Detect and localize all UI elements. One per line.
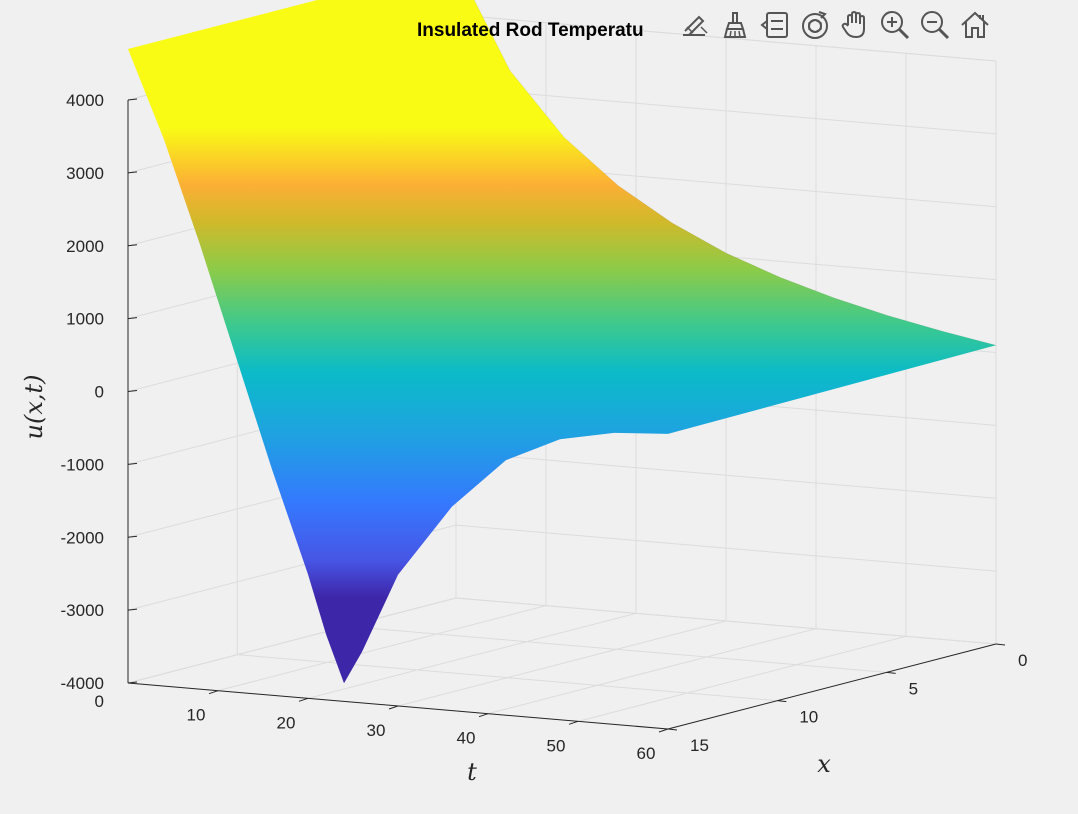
grid-line xyxy=(217,605,547,692)
grid-line xyxy=(487,628,817,715)
t-tick-label: 0 xyxy=(95,692,104,711)
z-tick-mark xyxy=(127,608,138,611)
grid-line xyxy=(455,597,997,645)
t-tick-mark xyxy=(388,705,399,710)
z-tick-label: -1000 xyxy=(61,455,104,474)
t-tick-label: 40 xyxy=(457,729,476,748)
z-tick-label: 4000 xyxy=(66,91,104,110)
x-tick-label: 10 xyxy=(799,708,818,727)
t-tick-label: 10 xyxy=(187,706,206,725)
t-tick-label: 20 xyxy=(277,713,296,732)
z-tick-mark xyxy=(127,681,138,684)
home-icon[interactable] xyxy=(956,7,994,43)
z-tick-label: 1000 xyxy=(66,310,104,329)
t-tick-mark xyxy=(658,728,669,733)
z-tick-label: -3000 xyxy=(61,601,104,620)
z-tick-label: 2000 xyxy=(66,237,104,256)
z-tick-label: -4000 xyxy=(61,674,104,693)
x-tick-label: 5 xyxy=(909,679,918,698)
x-tick-mark xyxy=(995,643,1006,646)
x-axis-ticks: 0 5 10 15 xyxy=(667,643,1027,755)
z-tick-mark xyxy=(127,171,138,174)
x-tick-mark xyxy=(886,671,896,674)
surface-patch xyxy=(128,0,996,684)
z-tick-mark xyxy=(127,244,138,247)
edit-axes-icon[interactable] xyxy=(676,7,714,43)
z-tick-label: 0 xyxy=(95,383,104,402)
grid-line xyxy=(237,654,778,702)
z-tick-mark xyxy=(127,317,138,320)
t-tick-label: 60 xyxy=(637,744,656,763)
z-tick-mark xyxy=(127,535,138,538)
chart-title: Insulated Rod Temperatu xyxy=(417,20,644,41)
grid-line xyxy=(577,635,907,722)
x-tick-label: 0 xyxy=(1018,651,1027,670)
z-axis-ticks: -4000 -3000 -2000 -1000 0 1000 2000 3000 4000 xyxy=(61,91,138,693)
t-tick-mark xyxy=(298,697,309,702)
t-tick-mark xyxy=(568,720,579,725)
x-tick-label: 15 xyxy=(690,736,709,755)
zoom-out-icon[interactable] xyxy=(916,7,954,43)
x-axis-line xyxy=(667,643,997,730)
z-tick-mark xyxy=(127,98,138,101)
z-tick-label: 3000 xyxy=(66,164,104,183)
x-tick-mark xyxy=(777,700,787,703)
t-axis-ticks: 0 10 20 30 40 50 60 xyxy=(95,690,669,763)
grid-line xyxy=(307,612,637,699)
pan-hand-icon[interactable] xyxy=(836,7,874,43)
grid-line xyxy=(346,625,887,673)
z-tick-mark xyxy=(127,462,138,465)
z-axis-label: u(x,t) xyxy=(20,375,48,440)
axes-toolbar xyxy=(676,6,994,44)
grid-line xyxy=(397,620,727,707)
t-tick-label: 50 xyxy=(547,736,566,755)
grid-line xyxy=(127,597,457,684)
brush-icon[interactable] xyxy=(716,7,754,43)
x-axis-label: x xyxy=(817,750,831,778)
zoom-in-icon[interactable] xyxy=(876,7,914,43)
t-tick-label: 30 xyxy=(367,721,386,740)
t-tick-mark xyxy=(478,713,489,718)
surface-edge-x0 xyxy=(473,0,997,346)
z-tick-label: -2000 xyxy=(61,528,104,547)
t-tick-mark xyxy=(208,690,219,695)
t-axis-label: t xyxy=(467,758,477,786)
surface-plot xyxy=(128,0,997,684)
data-tips-icon[interactable] xyxy=(756,7,794,43)
z-tick-mark xyxy=(127,390,138,392)
x-tick-mark xyxy=(667,728,678,731)
rotate-3d-icon[interactable] xyxy=(796,7,834,43)
